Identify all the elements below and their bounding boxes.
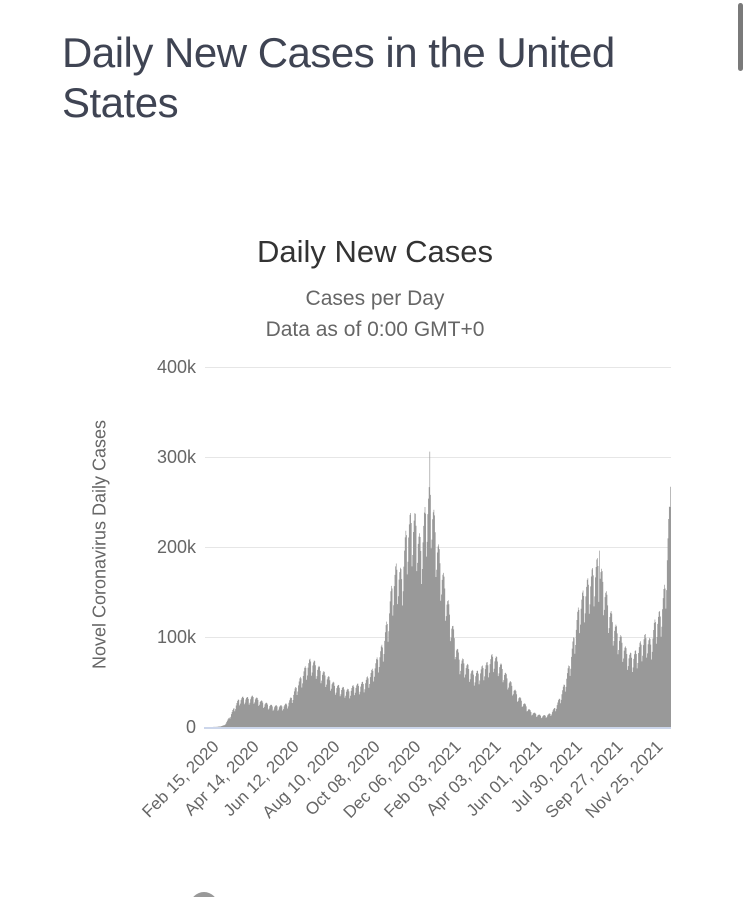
y-axis-tick-label: 400k bbox=[156, 357, 196, 377]
y-axis-tick-label: 100k bbox=[156, 627, 196, 647]
y-axis-tick-label: 200k bbox=[156, 537, 196, 557]
chart-title: Daily New Cases bbox=[256, 234, 493, 269]
daily-cases-bar-series[interactable] bbox=[205, 451, 671, 727]
page-title: Daily New Cases in the United States bbox=[62, 29, 615, 126]
scrollbar-thumb[interactable] bbox=[738, 3, 743, 71]
y-axis-tick-label: 300k bbox=[156, 447, 196, 467]
legend-marker-icon[interactable] bbox=[190, 892, 218, 897]
y-axis-tick-label: 0 bbox=[185, 717, 196, 737]
chart-subtitle-line2: Data as of 0:00 GMT+0 bbox=[265, 318, 485, 341]
chart-subtitle-line1: Cases per Day bbox=[305, 287, 445, 310]
